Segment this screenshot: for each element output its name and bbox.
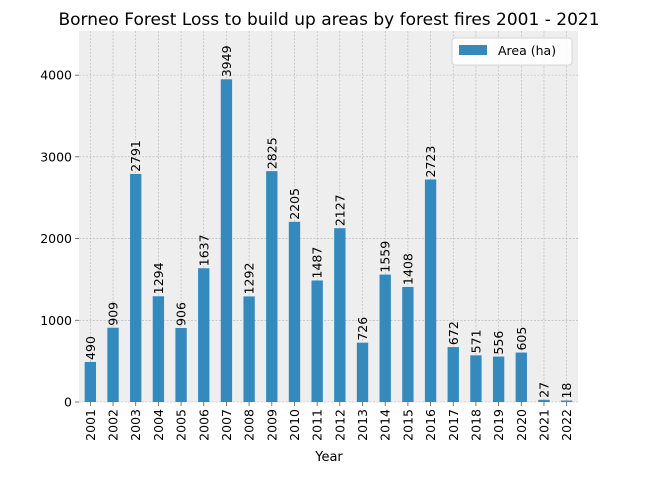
x-tick-label: 2014 <box>378 409 393 441</box>
x-tick-label: 2015 <box>400 409 415 441</box>
data-label: 672 <box>446 321 461 345</box>
legend-swatch <box>459 45 487 55</box>
data-label: 1408 <box>400 253 415 285</box>
data-label: 3949 <box>219 45 234 77</box>
data-label: 2825 <box>264 137 279 169</box>
x-tick-label: 2022 <box>559 409 574 441</box>
data-label: 18 <box>559 383 574 399</box>
data-label: 27 <box>536 382 551 398</box>
legend: Area (ha) <box>451 37 573 66</box>
bar-2010 <box>288 221 301 402</box>
x-tick-label: 2004 <box>151 409 166 441</box>
x-tick-label: 2005 <box>174 409 189 441</box>
legend-box <box>451 37 573 66</box>
bar-2001 <box>84 361 97 402</box>
x-tick-label: 2020 <box>514 409 529 441</box>
x-axis-label: Year <box>314 450 343 465</box>
bar-2022 <box>560 400 573 402</box>
data-label: 2127 <box>332 194 347 226</box>
x-tick-label: 2002 <box>106 409 121 441</box>
x-tick-label: 2019 <box>491 409 506 441</box>
bar-2014 <box>379 274 391 402</box>
data-label: 909 <box>106 302 121 326</box>
data-label: 490 <box>83 336 98 360</box>
x-tick-label: 2016 <box>423 409 438 441</box>
bar-2008 <box>243 296 255 402</box>
data-label: 1637 <box>196 234 211 266</box>
bar-2017 <box>447 347 459 402</box>
data-label: 1559 <box>378 241 393 273</box>
bar-2013 <box>356 342 369 402</box>
x-tick-label: 2003 <box>128 409 143 441</box>
legend-label: Area (ha) <box>498 43 556 58</box>
data-label: 906 <box>174 302 189 326</box>
bar-2012 <box>334 228 346 402</box>
x-tick-label: 2011 <box>310 409 325 441</box>
bar-2018 <box>470 355 482 402</box>
bar-2020 <box>515 352 527 402</box>
y-tick-label: 4000 <box>40 68 72 83</box>
data-label: 1294 <box>151 262 166 294</box>
y-tick-label: 1000 <box>40 313 72 328</box>
x-tick-label: 2007 <box>219 409 234 441</box>
bar-2006 <box>198 268 210 402</box>
data-label: 2205 <box>287 188 302 220</box>
bar-2004 <box>152 296 165 402</box>
x-tick-label: 2017 <box>446 409 461 441</box>
data-label: 605 <box>514 327 529 351</box>
bar-2007 <box>220 79 233 402</box>
data-label: 2723 <box>423 146 438 178</box>
plot-area: 490 2001 909 2002 2791 2003 1294 2004 906 2005 163… <box>40 31 578 441</box>
bar-2019 <box>492 356 505 402</box>
bar-2016 <box>424 179 437 402</box>
y-tick-label: 2000 <box>40 231 72 246</box>
chart-title: Borneo Forest Loss to build up areas by … <box>58 10 599 30</box>
bar-2011 <box>311 280 323 402</box>
x-tick-label: 2012 <box>332 409 347 441</box>
bar-2002 <box>107 327 119 402</box>
data-label: 2791 <box>128 140 143 172</box>
bar-2003 <box>130 173 142 402</box>
x-tick-label: 2021 <box>536 409 551 441</box>
y-tick-label: 0 <box>64 395 72 410</box>
data-label: 726 <box>355 317 370 341</box>
bar-2005 <box>175 327 187 402</box>
x-tick-label: 2006 <box>196 409 211 441</box>
x-tick-label: 2018 <box>468 409 483 441</box>
data-label: 556 <box>491 331 506 355</box>
x-tick-label: 2008 <box>242 409 257 441</box>
x-tick-label: 2013 <box>355 409 370 441</box>
data-label: 1292 <box>242 263 257 295</box>
data-label: 1487 <box>310 247 325 279</box>
bar-2015 <box>402 286 414 402</box>
x-tick-label: 2009 <box>264 409 279 441</box>
x-tick-label: 2001 <box>83 409 98 441</box>
bar-2009 <box>266 171 278 402</box>
bar-2021 <box>538 399 550 402</box>
data-label: 571 <box>468 329 483 353</box>
y-tick-label: 3000 <box>40 149 72 164</box>
x-tick-label: 2010 <box>287 409 302 441</box>
